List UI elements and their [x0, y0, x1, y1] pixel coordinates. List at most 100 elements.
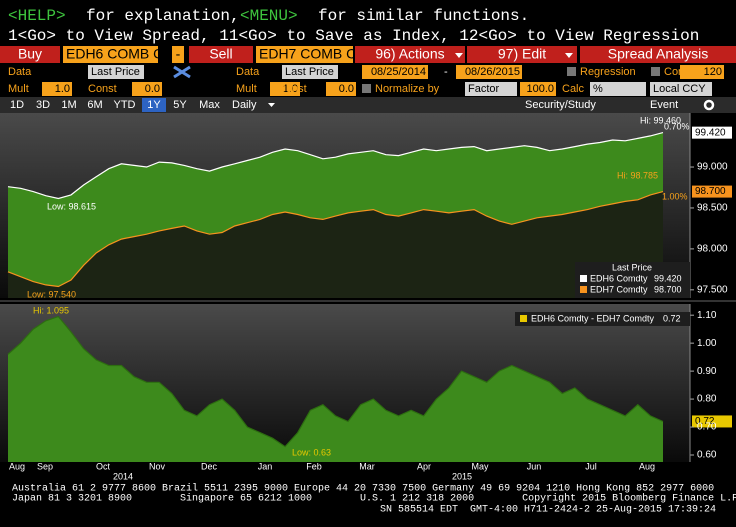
period-tab[interactable]: 1D [10, 99, 24, 111]
legend-title: Last Price [612, 262, 652, 272]
x-tick-label: Aug [9, 461, 25, 471]
frequency[interactable]: Daily [232, 99, 257, 111]
footer-line: Japan 81 3 3201 8900 Singapore 65 6212 1… [12, 493, 736, 505]
series-line [7, 191, 664, 288]
input-value[interactable]: Last Price [91, 66, 140, 78]
y-tick-label: 1.00 [697, 338, 717, 349]
input-value[interactable]: 0.0 [145, 83, 160, 95]
footer-line: Australia 61 2 9777 8600 Brazil 5511 239… [12, 483, 714, 495]
x-tick-label: Jul [585, 461, 597, 471]
x-tick-label: Sep [37, 461, 53, 471]
input-value[interactable]: Last Price [285, 66, 334, 78]
annotation: Low: 97.540 [27, 289, 76, 299]
toolbar-button[interactable] [355, 46, 465, 63]
period-tab[interactable]: 1M [61, 99, 76, 111]
input-field[interactable] [282, 65, 338, 79]
x-tick-label: Nov [149, 461, 166, 471]
input-field[interactable] [88, 65, 144, 79]
input-value[interactable]: Local CCY [653, 83, 706, 95]
checkbox[interactable] [567, 67, 576, 76]
go-line: 1<Go> to View Spread, 11<Go> to Save as … [8, 27, 699, 45]
checkbox[interactable] [651, 67, 660, 76]
setting-label: Data [8, 66, 32, 78]
input-field[interactable] [590, 82, 646, 96]
input-value[interactable]: Factor [468, 83, 500, 95]
help-text: for similar functions. [318, 7, 529, 25]
last-value-box [692, 185, 732, 198]
input-field[interactable] [326, 82, 356, 96]
y-tick-label: 0.60 [697, 450, 717, 461]
input-value[interactable]: 1.0 [55, 83, 70, 95]
input-value[interactable]: % [593, 83, 603, 95]
event[interactable]: Event [650, 99, 678, 111]
toolbar-label[interactable]: 97) Edit [498, 46, 546, 62]
setting-label: Regression [580, 66, 636, 78]
input-value[interactable]: 08/25/2014 [371, 66, 426, 78]
input-field[interactable] [362, 65, 428, 79]
annotation: 1.00% [662, 191, 688, 201]
input-value[interactable]: 1.0 [283, 83, 298, 95]
input-field[interactable] [680, 65, 724, 79]
period-tab[interactable]: 1Y [147, 99, 161, 111]
input-field[interactable] [42, 82, 72, 96]
y-tick-label: 99.000 [697, 162, 728, 173]
legend-entry: EDH7 Comdty [590, 284, 648, 294]
series-area [8, 316, 663, 462]
x-tick-label: Apr [417, 461, 431, 471]
footer-line: SN 585514 EDT GMT-4:00 H711-2424-2 25-Au… [380, 505, 716, 516]
swap-icon [173, 65, 191, 79]
input-field[interactable] [465, 82, 517, 96]
x-tick-label: May [471, 461, 489, 471]
toolbar-button[interactable] [63, 46, 158, 63]
period-tab[interactable]: YTD [114, 99, 136, 111]
toolbar-label[interactable]: Buy [18, 46, 42, 62]
y-tick-label: 1.10 [697, 310, 717, 321]
toolbar-label[interactable]: EDH6 COMB Co [66, 46, 171, 62]
toolbar-button[interactable] [189, 46, 253, 63]
input-value[interactable]: 100.0 [526, 83, 554, 95]
help-text: for explanation, [86, 7, 240, 25]
input-field[interactable] [270, 82, 300, 96]
period-tab-selected[interactable] [142, 98, 166, 112]
x-tick-label: Mar [359, 461, 375, 471]
toolbar-label[interactable]: - [176, 46, 181, 62]
toolbar-label[interactable]: EDH7 COMB Co [259, 46, 364, 62]
toolbar-label[interactable]: Spread Analysis [608, 46, 708, 62]
dropdown-arrow [268, 103, 275, 107]
legend-swatch [580, 286, 587, 293]
period-tab[interactable]: 6M [87, 99, 102, 111]
series-line [7, 132, 664, 200]
input-field[interactable] [132, 82, 162, 96]
checkbox[interactable] [362, 84, 371, 93]
input-value[interactable]: 08/26/2015 [465, 66, 520, 78]
toolbar-button[interactable] [0, 46, 60, 63]
input-field[interactable] [456, 65, 522, 79]
x-year-label: 2014 [113, 471, 133, 481]
toolbar-label[interactable]: 96) Actions [375, 46, 444, 62]
y-tick-label: 98.000 [697, 244, 728, 255]
input-field[interactable] [650, 82, 712, 96]
period-tab[interactable]: 3D [36, 99, 50, 111]
security-study[interactable]: Security/Study [525, 99, 596, 111]
annotation: Hi: 1.095 [33, 305, 69, 315]
input-value[interactable]: 120 [704, 66, 722, 78]
x-tick-label: Aug [639, 461, 655, 471]
setting-label: Normalize by [375, 83, 440, 95]
legend-swatch [580, 275, 587, 282]
toolbar-button[interactable] [172, 46, 184, 63]
period-tab[interactable]: Max [199, 99, 220, 111]
legend-entry: EDH6 Comdty - EDH7 Comdty [531, 313, 655, 323]
toolbar-button[interactable] [580, 46, 736, 63]
last-value-label: 98.700 [695, 186, 726, 197]
y-tick-label: 0.80 [697, 394, 717, 405]
date-separator: - [444, 66, 448, 78]
period-tab[interactable]: 5Y [173, 99, 187, 111]
toolbar-label[interactable]: Sell [209, 46, 232, 62]
toolbar-button[interactable] [467, 46, 577, 63]
input-field[interactable] [520, 82, 556, 96]
input-value[interactable]: 0.0 [339, 83, 354, 95]
toolbar-button[interactable] [256, 46, 353, 63]
setting-label: Data [236, 66, 260, 78]
y-tick-label: 0.90 [697, 366, 717, 377]
